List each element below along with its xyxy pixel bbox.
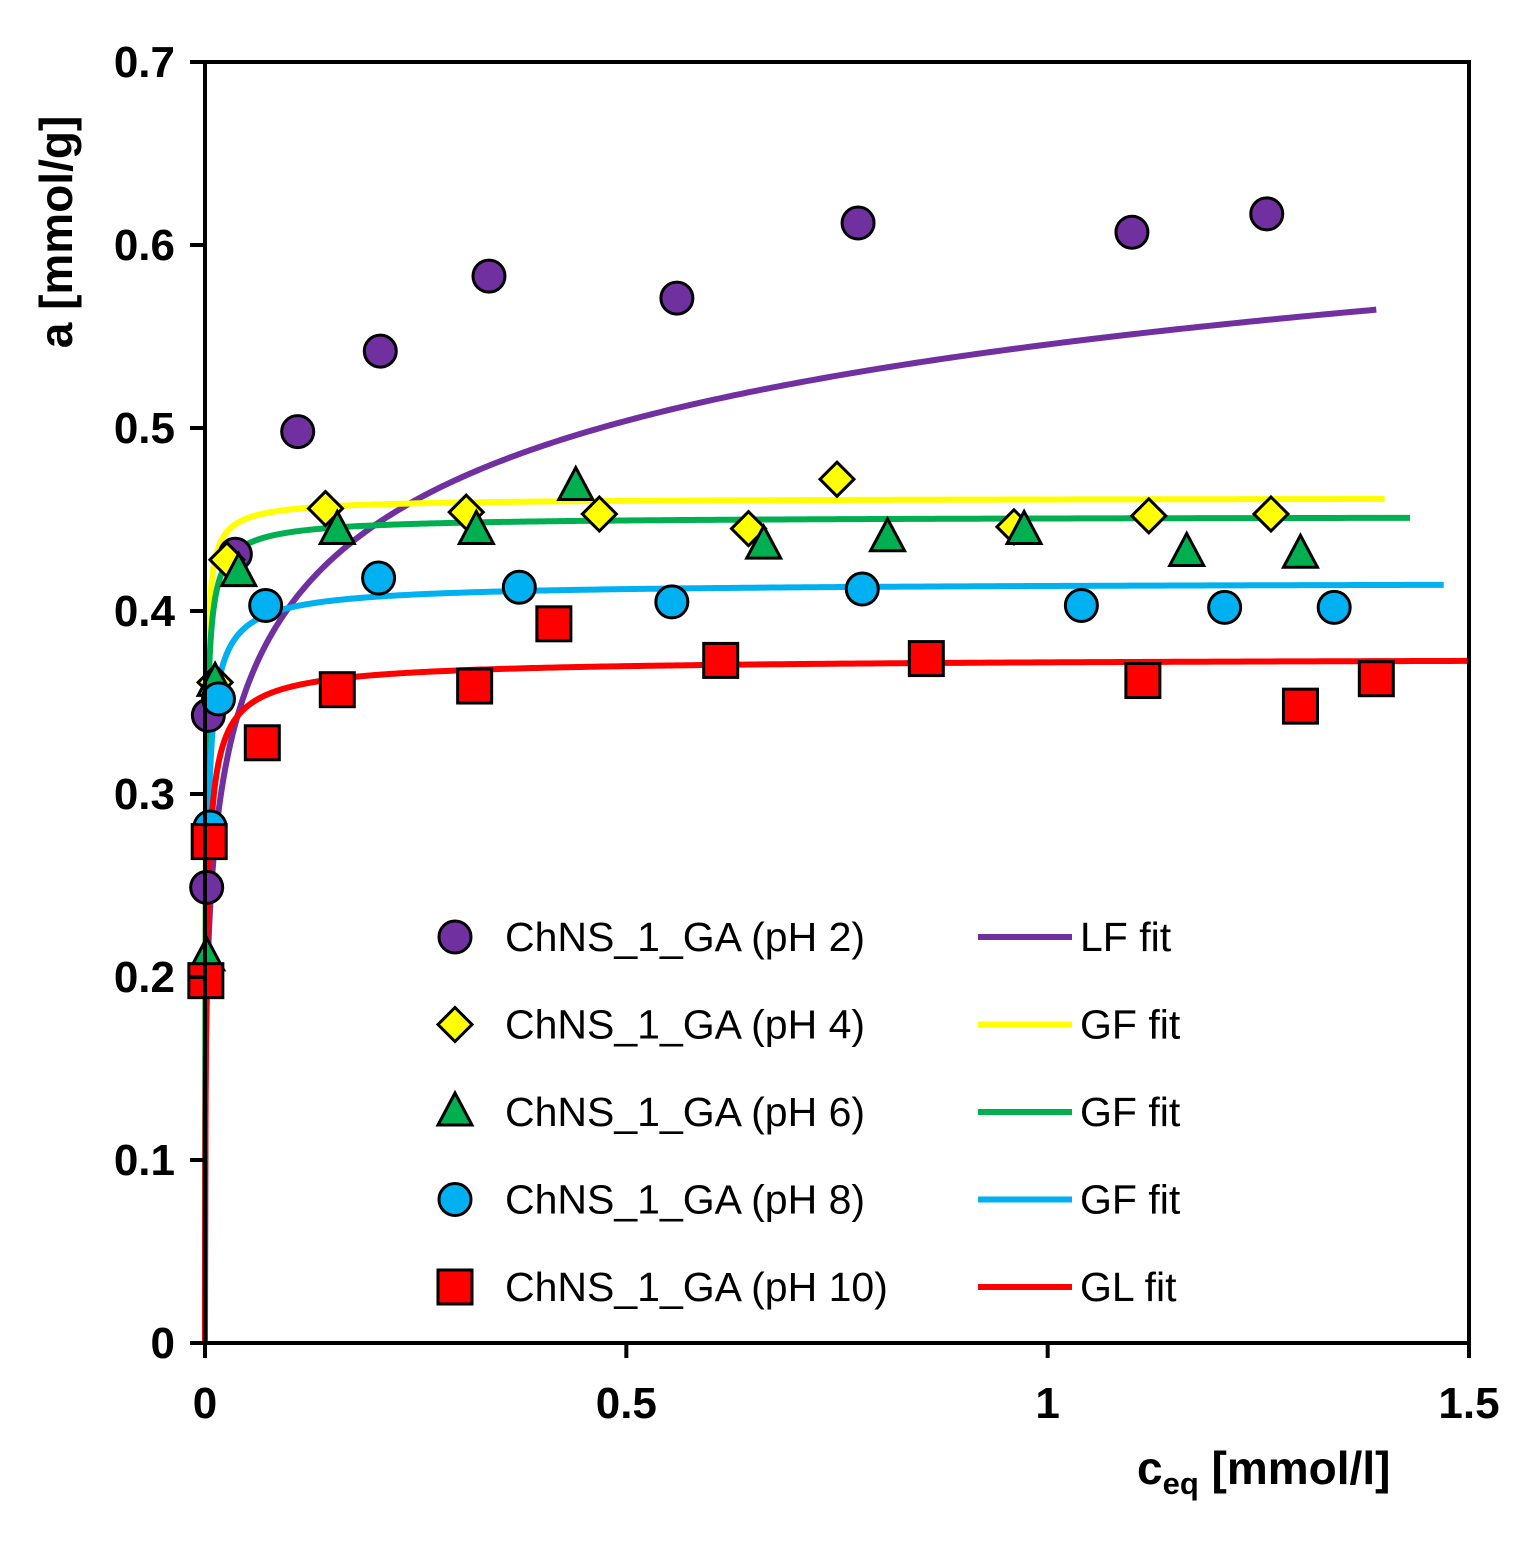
data-point — [868, 515, 908, 553]
data-point — [318, 671, 356, 709]
data-point — [280, 414, 316, 450]
y-tick-label: 0.7 — [114, 38, 175, 87]
axes: 0 0.1 0.2 0.3 0.4 0.5 0.6 0.7 0 0.5 1 1.5 — [114, 38, 1500, 1428]
legend-marker — [437, 919, 473, 955]
legend-marker — [435, 1089, 475, 1127]
x-tick-label: 1 — [1035, 1379, 1059, 1428]
y-tick-label: 0.2 — [114, 953, 175, 1002]
data-point — [1167, 530, 1207, 567]
data-point — [817, 460, 857, 499]
legend-series-label: ChNS_1_GA (pH 10) — [505, 1264, 888, 1310]
data-point — [702, 641, 740, 679]
data-point — [1124, 662, 1162, 700]
data-point — [501, 569, 537, 605]
data-point — [1129, 496, 1168, 535]
data-point — [580, 494, 619, 534]
data-point — [654, 584, 690, 620]
data-point — [659, 280, 695, 316]
data-point — [1251, 494, 1291, 534]
data-point — [844, 571, 880, 607]
data-point — [1316, 589, 1352, 625]
data-point — [744, 522, 784, 560]
data-point — [1249, 196, 1285, 232]
fit-curve — [202, 496, 1385, 1346]
data-point — [840, 205, 876, 241]
y-tick-label: 0.6 — [114, 221, 175, 270]
y-axis-title: a [mmol/g] — [30, 116, 82, 349]
data-point — [535, 605, 573, 643]
x-axis-title-unit: [mmol/l] — [1199, 1442, 1391, 1494]
x-axis-title-main: c — [1137, 1442, 1163, 1494]
y-tick-label: 0.5 — [114, 404, 175, 453]
legend-fit-label: GF fit — [1080, 1177, 1181, 1223]
data-point — [306, 489, 345, 528]
data-point — [248, 588, 284, 624]
data-point — [362, 333, 398, 369]
data-point — [456, 508, 496, 545]
data-point — [1207, 589, 1243, 625]
data-point — [1004, 508, 1044, 545]
data-point — [361, 560, 397, 596]
y-tick-label: 0.3 — [114, 770, 175, 819]
y-tick-label: 0 — [151, 1319, 175, 1368]
x-tick-label: 1.5 — [1438, 1379, 1499, 1428]
legend-marker — [435, 1005, 475, 1044]
x-axis-title-subscript: eq — [1163, 1466, 1199, 1501]
data-point — [1063, 588, 1099, 624]
data-point — [471, 258, 507, 294]
data-point — [200, 681, 236, 717]
legend-fit-label: GF fit — [1080, 1002, 1181, 1048]
legend-fit-label: GF fit — [1080, 1089, 1181, 1135]
data-point — [1281, 687, 1319, 725]
legend-marker — [436, 1268, 474, 1306]
legend-series-label: ChNS_1_GA (pH 6) — [505, 1089, 865, 1135]
data-markers — [187, 196, 1395, 1000]
fit-curve — [202, 581, 1444, 1346]
legend-series-label: ChNS_1_GA (pH 4) — [505, 1002, 865, 1048]
legend-series-label: ChNS_1_GA (pH 2) — [505, 914, 865, 960]
legend-marker — [437, 1182, 473, 1217]
x-tick-label: 0 — [193, 1379, 217, 1428]
y-tick-label: 0.1 — [114, 1136, 175, 1185]
legend: ChNS_1_GA (pH 2) LF fit ChNS_1_GA (pH 4) GF… — [435, 914, 1181, 1310]
y-tick-label: 0.4 — [114, 587, 176, 636]
data-point — [456, 667, 494, 705]
legend-fit-label: LF fit — [1080, 914, 1172, 960]
data-point — [190, 823, 228, 861]
data-point — [243, 724, 281, 762]
x-axis-title: ceq [mmol/l] — [1137, 1442, 1390, 1501]
plot-frame — [203, 60, 1471, 1345]
legend-fit-label: GL fit — [1080, 1264, 1177, 1310]
data-point — [317, 508, 357, 545]
data-point — [1357, 660, 1395, 698]
data-point — [556, 464, 596, 502]
data-point — [219, 550, 259, 588]
data-point — [1114, 214, 1150, 250]
data-point — [907, 640, 945, 678]
fit-curve — [202, 514, 1411, 1346]
legend-series-label: ChNS_1_GA (pH 8) — [505, 1177, 865, 1223]
x-tick-label: 0.5 — [596, 1379, 657, 1428]
data-point — [1280, 532, 1320, 569]
